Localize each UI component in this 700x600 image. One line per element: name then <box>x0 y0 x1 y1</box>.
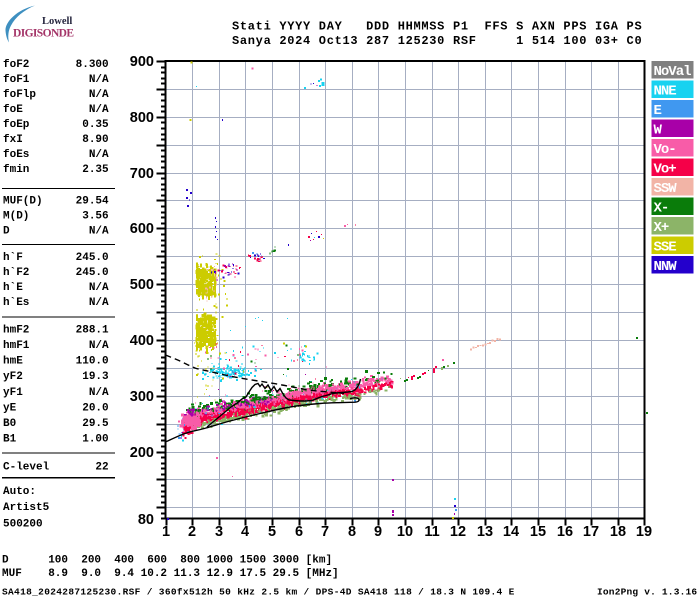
svg-text:1: 1 <box>162 524 170 540</box>
svg-text:E: E <box>654 103 662 119</box>
svg-text:9: 9 <box>374 524 382 540</box>
svg-text:W: W <box>654 122 663 138</box>
svg-text:800: 800 <box>130 110 154 126</box>
svg-text:foFlp N/A: foFlp N/A <box>3 89 109 101</box>
svg-text:600: 600 <box>130 221 154 237</box>
svg-text:D N/A: D N/A <box>3 226 109 238</box>
svg-text:NNW: NNW <box>654 259 678 275</box>
svg-text:h`F2 245.0: h`F2 245.0 <box>3 267 109 279</box>
svg-text:Vo+: Vo+ <box>654 161 677 177</box>
svg-text:500200: 500200 <box>3 518 43 530</box>
svg-text:h`Es N/A: h`Es N/A <box>3 297 109 309</box>
svg-text:fxI 8.90: fxI 8.90 <box>3 134 109 146</box>
svg-text:16: 16 <box>557 524 573 540</box>
svg-text:13: 13 <box>477 524 493 540</box>
svg-text:7: 7 <box>321 524 329 540</box>
svg-text:Ion2Png v. 1.3.16: Ion2Png v. 1.3.16 <box>597 586 697 597</box>
svg-text:4: 4 <box>241 524 249 540</box>
svg-text:300: 300 <box>130 389 154 405</box>
svg-text:fmin 2.35: fmin 2.35 <box>3 164 109 176</box>
svg-text:h`F 245.0: h`F 245.0 <box>3 252 109 264</box>
svg-text:Sanya 2024 Oct13 287 125230 RS: Sanya 2024 Oct13 287 125230 RSF 1 514 10… <box>232 34 642 48</box>
svg-text:Artist5: Artist5 <box>3 502 50 514</box>
svg-text:MUF(D) 29.54: MUF(D) 29.54 <box>3 195 109 207</box>
svg-text:17: 17 <box>583 524 599 540</box>
svg-text:h`E N/A: h`E N/A <box>3 282 109 294</box>
svg-text:D 100 200 400 600 800: D 100 200 400 600 800 1000 1500 3000 [km… <box>2 554 332 566</box>
svg-text:12: 12 <box>450 524 466 540</box>
svg-text:700: 700 <box>130 166 154 182</box>
svg-text:hmF1 N/A: hmF1 N/A <box>3 340 109 352</box>
svg-text:X-: X- <box>654 200 669 216</box>
svg-text:hmE 110.0: hmE 110.0 <box>3 356 109 368</box>
svg-text:8: 8 <box>348 524 356 540</box>
svg-text:C-level 22: C-level 22 <box>3 462 109 474</box>
svg-text:foE N/A: foE N/A <box>3 104 109 116</box>
svg-text:500: 500 <box>130 277 154 293</box>
svg-text:2: 2 <box>188 524 196 540</box>
svg-text:B0 29.5: B0 29.5 <box>3 418 109 430</box>
svg-text:3: 3 <box>215 524 223 540</box>
svg-text:yF2 19.3: yF2 19.3 <box>3 371 109 383</box>
svg-text:900: 900 <box>130 54 154 70</box>
svg-text:SA418_2024287125230.RSF / 360f: SA418_2024287125230.RSF / 360fx512h 50 k… <box>2 586 515 597</box>
svg-text:X+: X+ <box>654 220 669 236</box>
svg-text:SSE: SSE <box>654 239 677 255</box>
svg-text:19: 19 <box>636 524 652 540</box>
svg-text:400: 400 <box>130 333 154 349</box>
svg-text:hmF2 288.1: hmF2 288.1 <box>3 324 109 336</box>
svg-text:foF2 8.300: foF2 8.300 <box>3 59 109 71</box>
svg-text:80: 80 <box>138 512 154 528</box>
svg-text:MUF 8.9 9.0 9.4 10.2 11.3: MUF 8.9 9.0 9.4 10.2 11.3 12.9 17.5 29.5… <box>2 568 339 580</box>
svg-text:200: 200 <box>130 445 154 461</box>
svg-text:B1 1.00: B1 1.00 <box>3 434 109 446</box>
svg-text:NoVal: NoVal <box>654 64 692 80</box>
svg-text:DIGISONDE: DIGISONDE <box>13 28 74 40</box>
svg-text:yF1 N/A: yF1 N/A <box>3 387 109 399</box>
svg-text:M(D) 3.56: M(D) 3.56 <box>3 211 109 223</box>
svg-text:NNE: NNE <box>654 83 677 99</box>
svg-text:Auto:: Auto: <box>3 486 36 498</box>
svg-text:foEp 0.35: foEp 0.35 <box>3 119 109 131</box>
svg-text:5: 5 <box>268 524 276 540</box>
svg-text:yE 20.0: yE 20.0 <box>3 402 109 414</box>
svg-text:Vo-: Vo- <box>654 142 676 158</box>
svg-text:15: 15 <box>530 524 546 540</box>
svg-text:14: 14 <box>503 524 519 540</box>
svg-text:18: 18 <box>610 524 626 540</box>
svg-text:SSW: SSW <box>654 181 678 197</box>
svg-text:Lowell: Lowell <box>42 16 72 27</box>
svg-text:foEs N/A: foEs N/A <box>3 149 109 161</box>
svg-text:6: 6 <box>295 524 303 540</box>
svg-text:11: 11 <box>424 524 439 540</box>
svg-text:Stati YYYY DAY DDD HHMMSS P1: Stati YYYY DAY DDD HHMMSS P1 FFS S AXN P… <box>232 20 642 34</box>
svg-text:foF1 N/A: foF1 N/A <box>3 74 109 86</box>
svg-text:10: 10 <box>397 524 413 540</box>
